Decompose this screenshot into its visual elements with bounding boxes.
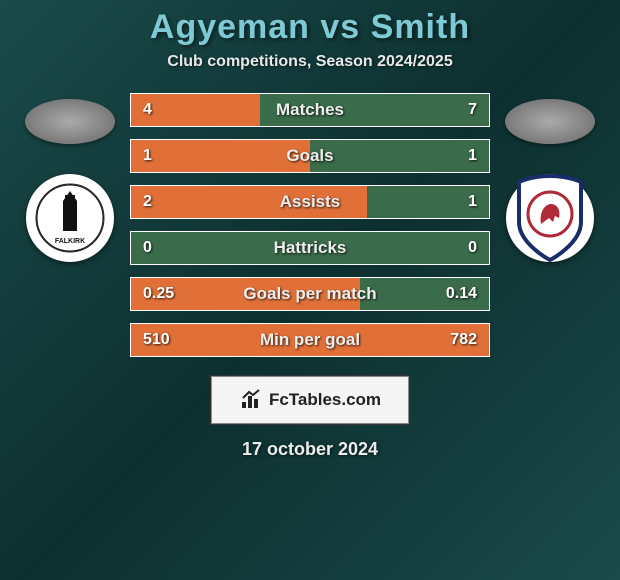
right-player-col <box>500 93 600 262</box>
page-subtitle: Club competitions, Season 2024/2025 <box>167 53 452 71</box>
stat-right-value: 0.14 <box>446 285 477 303</box>
date-text: 17 october 2024 <box>242 439 378 460</box>
stats-column: 4 Matches 7 1 Goals 1 2 Assists 1 0 Hatt… <box>130 93 490 357</box>
stat-right-value: 0 <box>468 239 477 257</box>
stat-left-value: 2 <box>143 193 152 211</box>
left-club-badge: FALKIRK <box>26 174 114 262</box>
shield-icon <box>511 172 589 264</box>
stat-left-value: 510 <box>143 331 170 349</box>
brand-box[interactable]: FcTables.com <box>210 375 410 425</box>
stat-label: Min per goal <box>260 330 360 350</box>
tower-icon: FALKIRK <box>35 183 105 253</box>
stat-assists: 2 Assists 1 <box>130 185 490 219</box>
stat-right-value: 1 <box>468 147 477 165</box>
stat-left-value: 1 <box>143 147 152 165</box>
stat-right-value: 7 <box>468 101 477 119</box>
stat-min-per-goal: 510 Min per goal 782 <box>130 323 490 357</box>
stat-goals-per-match: 0.25 Goals per match 0.14 <box>130 277 490 311</box>
stat-matches: 4 Matches 7 <box>130 93 490 127</box>
stat-label: Goals per match <box>243 284 376 304</box>
stat-right-value: 1 <box>468 193 477 211</box>
stat-hattricks: 0 Hattricks 0 <box>130 231 490 265</box>
stat-label: Hattricks <box>274 238 347 258</box>
left-player-col: FALKIRK <box>20 93 120 262</box>
left-avatar <box>25 99 115 144</box>
stat-label: Goals <box>286 146 333 166</box>
stat-fill-left <box>131 140 310 172</box>
stat-goals: 1 Goals 1 <box>130 139 490 173</box>
right-club-badge <box>506 174 594 262</box>
svg-text:FALKIRK: FALKIRK <box>55 238 85 245</box>
stat-left-value: 4 <box>143 101 152 119</box>
stat-left-value: 0 <box>143 239 152 257</box>
stat-label: Matches <box>276 100 344 120</box>
right-avatar <box>505 99 595 144</box>
page-title: Agyeman vs Smith <box>150 8 470 47</box>
main-row: FALKIRK 4 Matches 7 1 Goals 1 2 Assists <box>0 93 620 357</box>
stat-right-value: 782 <box>450 331 477 349</box>
stat-left-value: 0.25 <box>143 285 174 303</box>
chart-icon <box>239 388 263 412</box>
brand-text: FcTables.com <box>269 390 381 410</box>
stat-label: Assists <box>280 192 340 212</box>
infographic-root: Agyeman vs Smith Club competitions, Seas… <box>0 0 620 460</box>
